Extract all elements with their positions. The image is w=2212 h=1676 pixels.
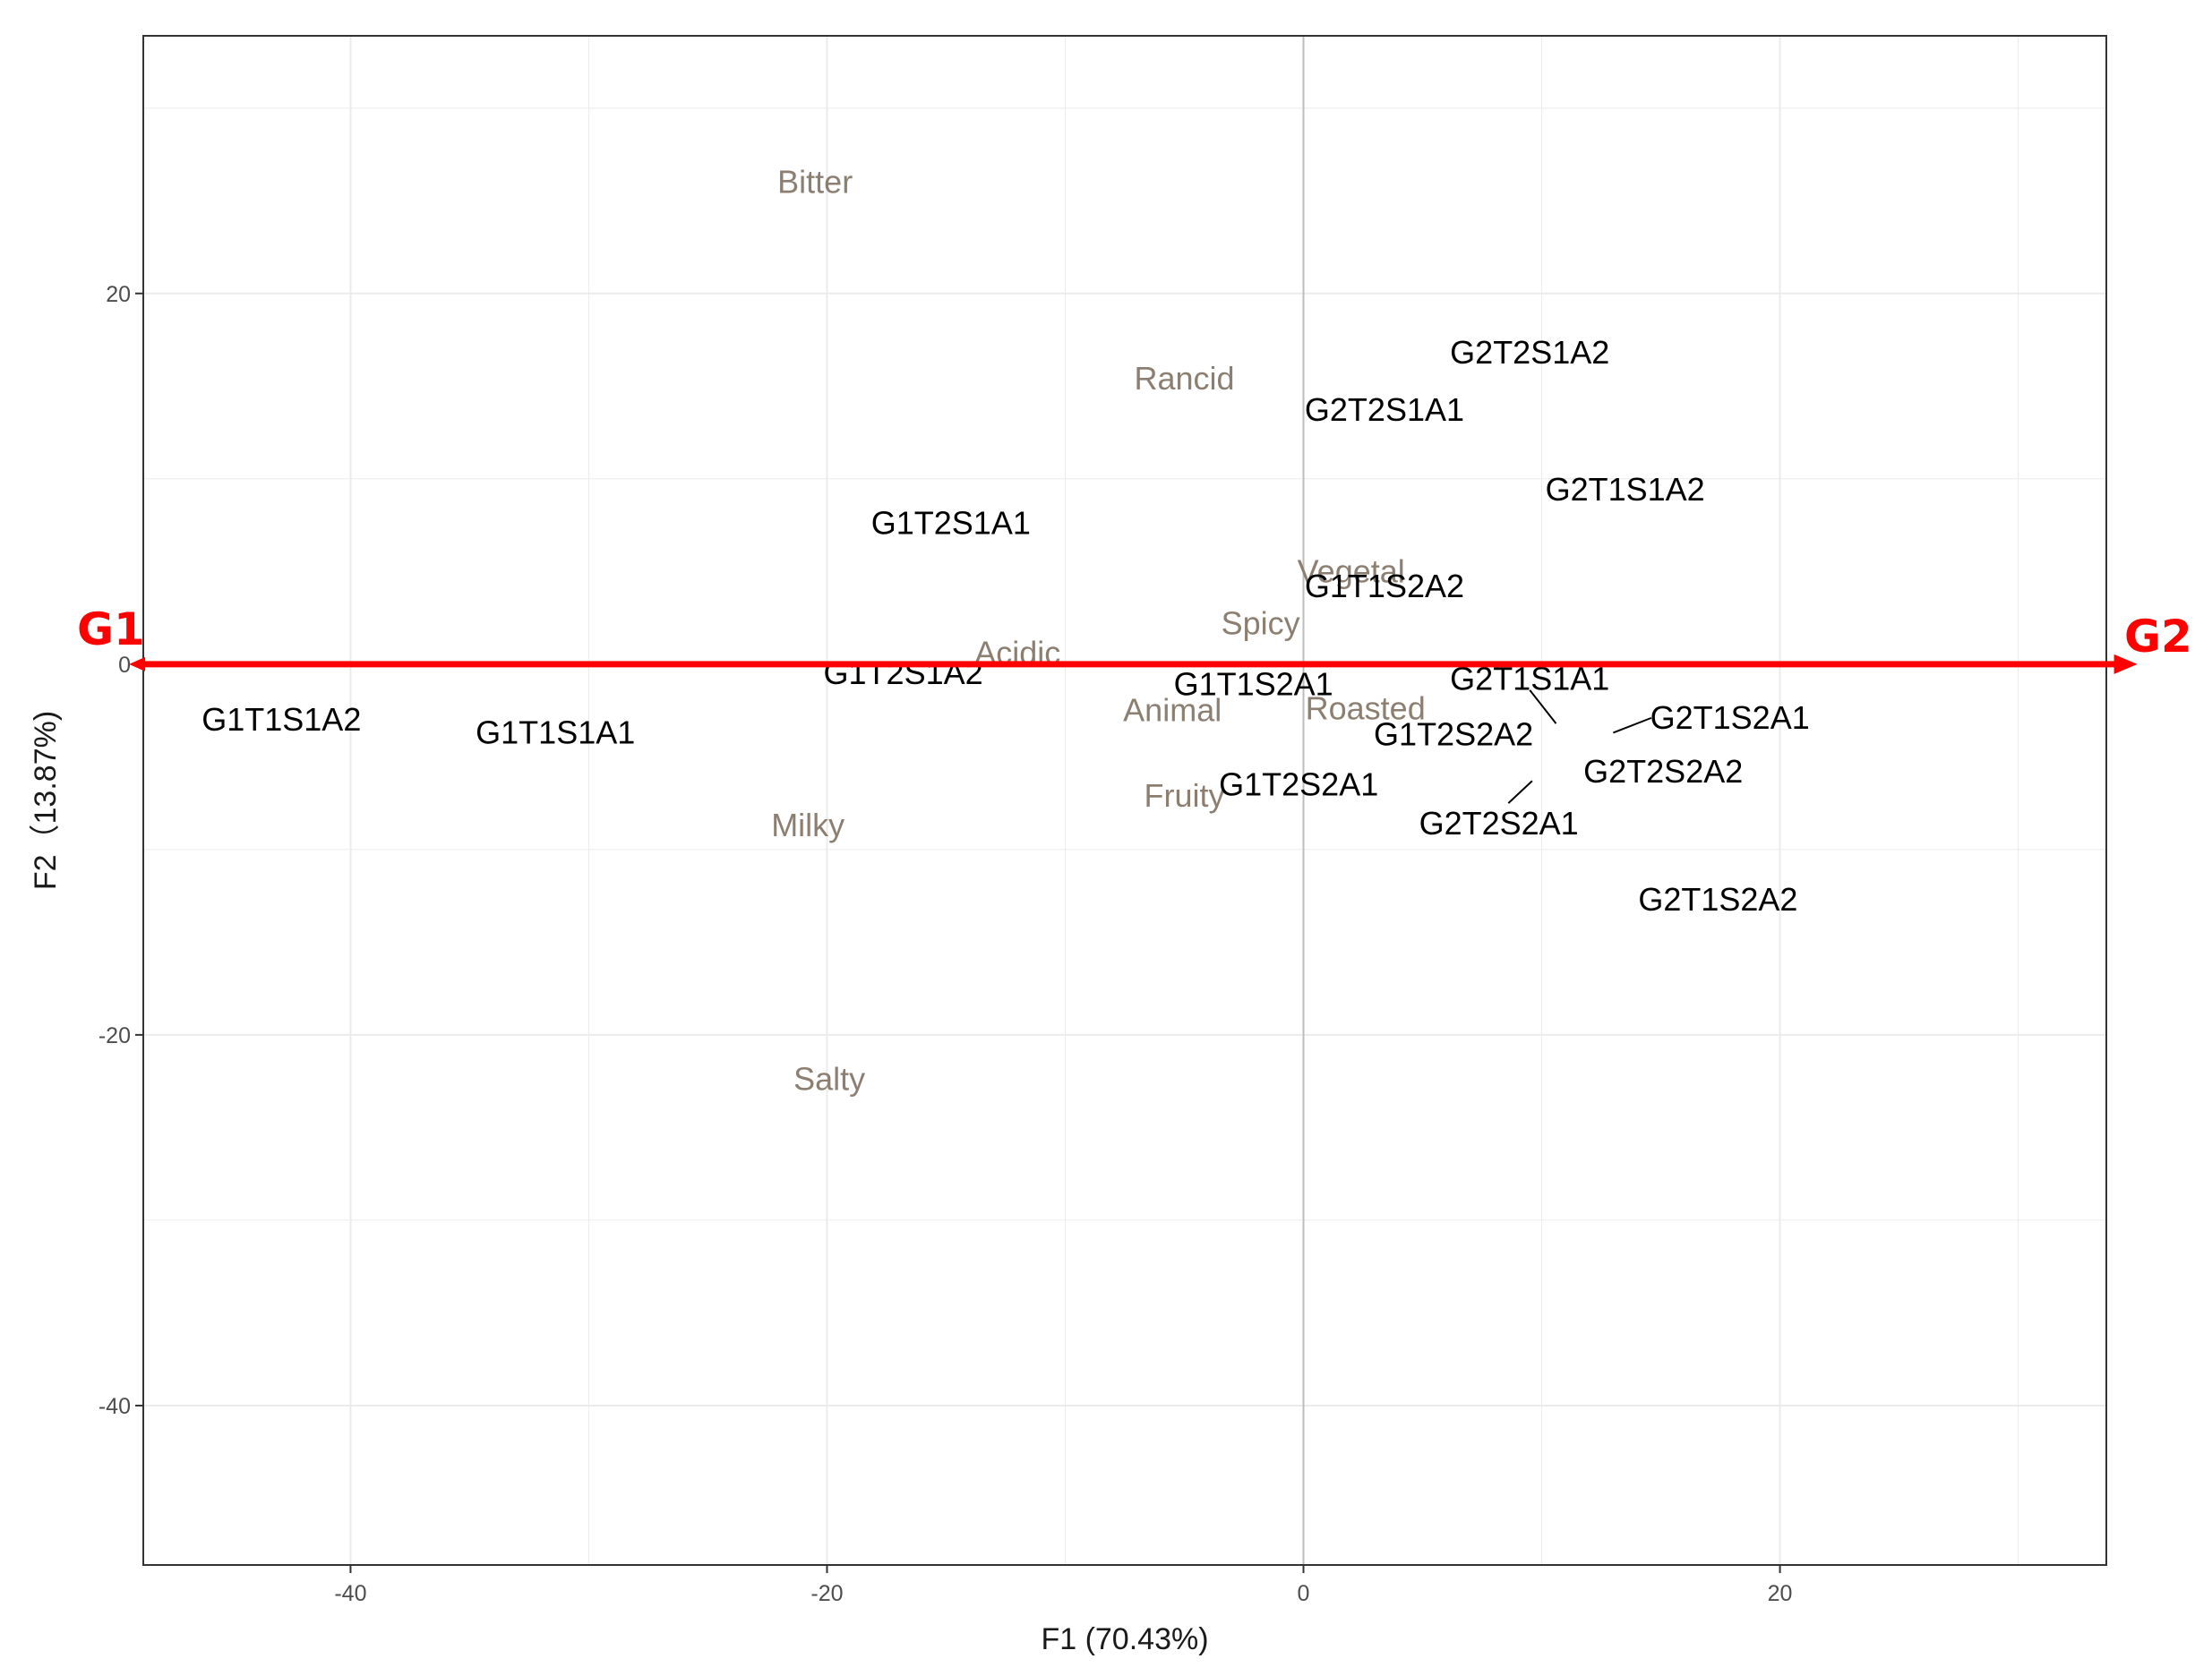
- sample-label: G1T1S2A1: [1174, 666, 1333, 703]
- attribute-label: Rancid: [1134, 360, 1234, 397]
- y-tick-label: -20: [99, 1023, 131, 1048]
- attribute-label: Animal: [1123, 692, 1222, 729]
- label-leader-line: [1612, 716, 1652, 734]
- group-axis-left-arrowhead: [129, 656, 146, 671]
- sample-label: G2T1S2A1: [1650, 699, 1810, 736]
- y-tick-label: 20: [106, 282, 131, 307]
- group-label-g1: G1: [77, 603, 145, 655]
- sample-label: G2T1S2A2: [1638, 881, 1797, 918]
- x-tick-label: 0: [1298, 1581, 1310, 1606]
- sample-label: G1T1S1A1: [476, 714, 635, 750]
- sample-label: G1T2S2A2: [1374, 716, 1533, 753]
- sample-label: G1T2S1A1: [871, 504, 1031, 541]
- group-axis-arrow: G1 G2: [77, 603, 2192, 674]
- attribute-label: Salty: [793, 1061, 865, 1098]
- y-tick-label: 0: [118, 653, 131, 678]
- group-label-g2: G2: [2124, 611, 2192, 663]
- sample-label: G2T2S1A1: [1305, 391, 1464, 428]
- sample-label: G2T1S1A2: [1546, 471, 1705, 508]
- attribute-label: Vegetal: [1298, 552, 1405, 589]
- x-tick-label: -40: [334, 1581, 366, 1606]
- x-tick-label: -20: [810, 1581, 843, 1606]
- axis-ticks: -40 -20 0 20 -40 -20 0 20: [99, 282, 1793, 1606]
- sample-label: G1T1S2A2: [1305, 568, 1464, 604]
- sample-label: G1T2S1A2: [824, 654, 983, 691]
- attribute-label: Milky: [771, 807, 845, 843]
- attribute-label: Fruity: [1145, 777, 1225, 814]
- sample-label: G1T1S1A2: [201, 701, 361, 738]
- attribute-label: Roasted: [1306, 690, 1426, 727]
- grid-lines: [143, 36, 2106, 1565]
- sample-label: G2T2S2A2: [1583, 753, 1743, 790]
- x-axis-title: F1 (70.43%): [1041, 1622, 1208, 1656]
- label-leader-line: [1507, 780, 1533, 804]
- attribute-label: Spicy: [1222, 604, 1300, 641]
- x-tick-label: 20: [1768, 1581, 1793, 1606]
- y-tick-label: -40: [99, 1394, 131, 1419]
- y-axis-title: F2（13.87%): [29, 711, 63, 890]
- sample-label: G1T2S2A1: [1219, 765, 1378, 802]
- label-leader-line: [1529, 689, 1557, 724]
- sample-label: G2T2S2A1: [1419, 805, 1579, 842]
- sample-label: G2T2S1A2: [1450, 334, 1609, 371]
- group-axis-right-arrowhead: [2113, 654, 2138, 674]
- attribute-label: Bitter: [777, 164, 853, 201]
- plot-panel-border: [142, 35, 2107, 1566]
- leader-lines: [1507, 689, 1652, 804]
